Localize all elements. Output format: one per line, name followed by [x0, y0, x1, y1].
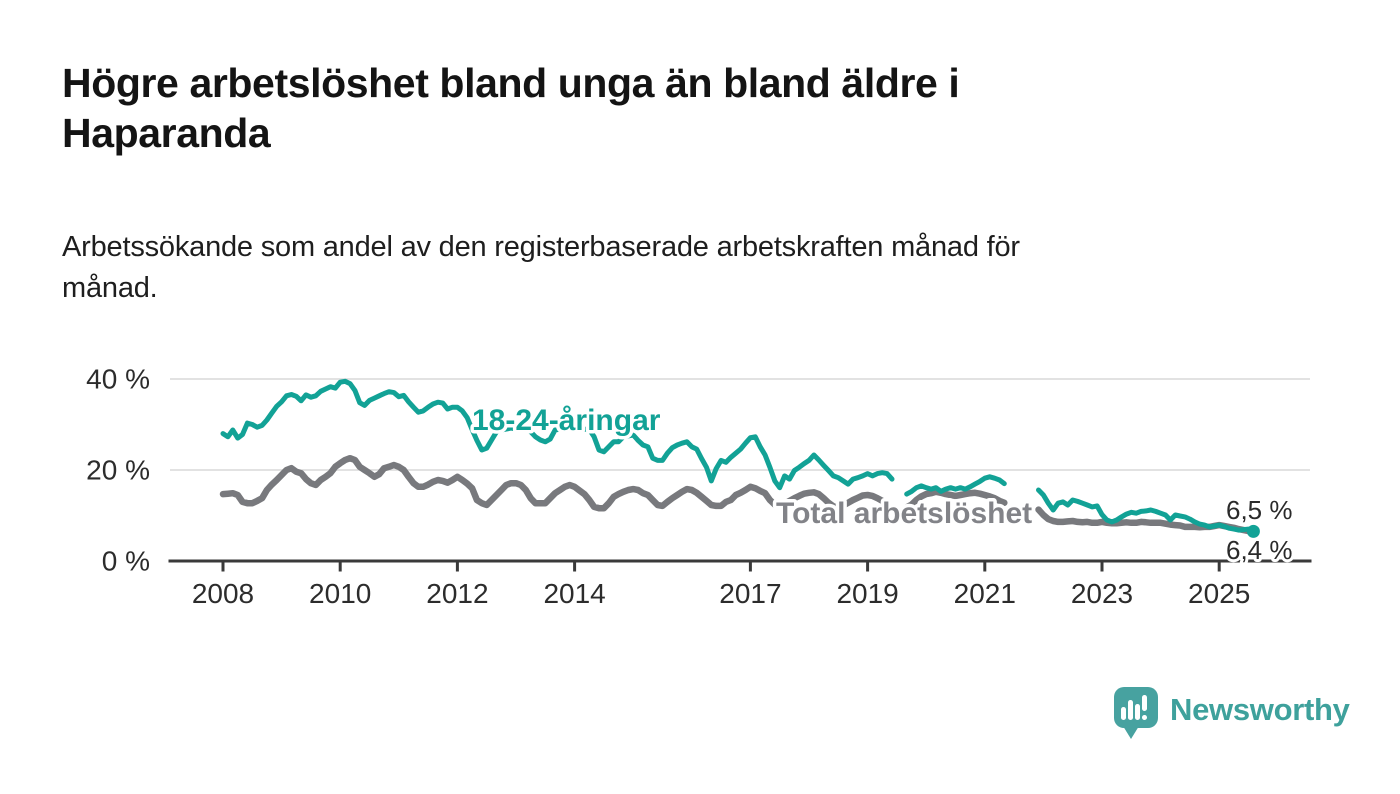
x-tick-label-2017: 2017: [719, 578, 781, 609]
bar-1: [1121, 707, 1126, 720]
end-value-label-total: 6,4 %: [1226, 535, 1293, 565]
page-title-line-2: Haparanda: [62, 110, 271, 157]
y-tick-label-40: 40 %: [86, 364, 150, 395]
x-tick-label-2019: 2019: [836, 578, 898, 609]
latest-value-dot: [1246, 524, 1260, 538]
series-line-young: [220, 378, 1256, 534]
end-value-label-young: 6,5 %: [1226, 495, 1293, 525]
x-tick-label-2014: 2014: [543, 578, 605, 609]
x-tick-label-2023: 2023: [1071, 578, 1133, 609]
newsworthy-logo-text: Newsworthy: [1170, 692, 1350, 727]
line-chart: 18-24-åringar Total arbetslöshet 6,5 % 6…: [86, 364, 1312, 609]
chart-subtitle-line-1: Arbetssökande som andel av den registerb…: [62, 231, 1020, 263]
x-tick-label-2012: 2012: [426, 578, 488, 609]
page-title: Högre arbetslöshet bland unga än bland ä…: [62, 58, 1182, 158]
x-tick-label-2010: 2010: [309, 578, 371, 609]
bar-2: [1128, 700, 1133, 720]
bar-3: [1135, 704, 1140, 720]
y-tick-label-20: 20 %: [86, 455, 150, 486]
y-tick-label-0: 0 %: [102, 546, 150, 577]
newsworthy-speech-bubble-bar-chart-icon: [1114, 687, 1158, 739]
x-tick-label-2021: 2021: [954, 578, 1016, 609]
x-axis: [168, 559, 1312, 572]
newsworthy-logo: Newsworthy: [1112, 686, 1350, 742]
x-tick-label-2025: 2025: [1188, 578, 1250, 609]
series-lines: [219, 378, 1257, 536]
chart-subtitle-line-2: månad.: [62, 272, 158, 305]
page-title-line-1: Högre arbetslöshet bland unga än bland ä…: [62, 60, 960, 106]
gridlines: [170, 378, 1310, 471]
x-tick-label-2008: 2008: [192, 578, 254, 609]
series-label-total: Total arbetslöshet: [776, 497, 1032, 530]
exclamation-stem: [1142, 695, 1147, 711]
exclamation-dot: [1142, 715, 1147, 720]
chart-subtitle: Arbetssökande som andel av den registerb…: [62, 227, 1262, 309]
x-axis-labels: 2008 2010 2012 2014 2017 2019 2021 2023 2025: [192, 578, 1250, 609]
series-label-young: 18-24-åringar: [472, 404, 661, 437]
y-axis-labels: 0 % 20 % 40 %: [86, 364, 150, 577]
